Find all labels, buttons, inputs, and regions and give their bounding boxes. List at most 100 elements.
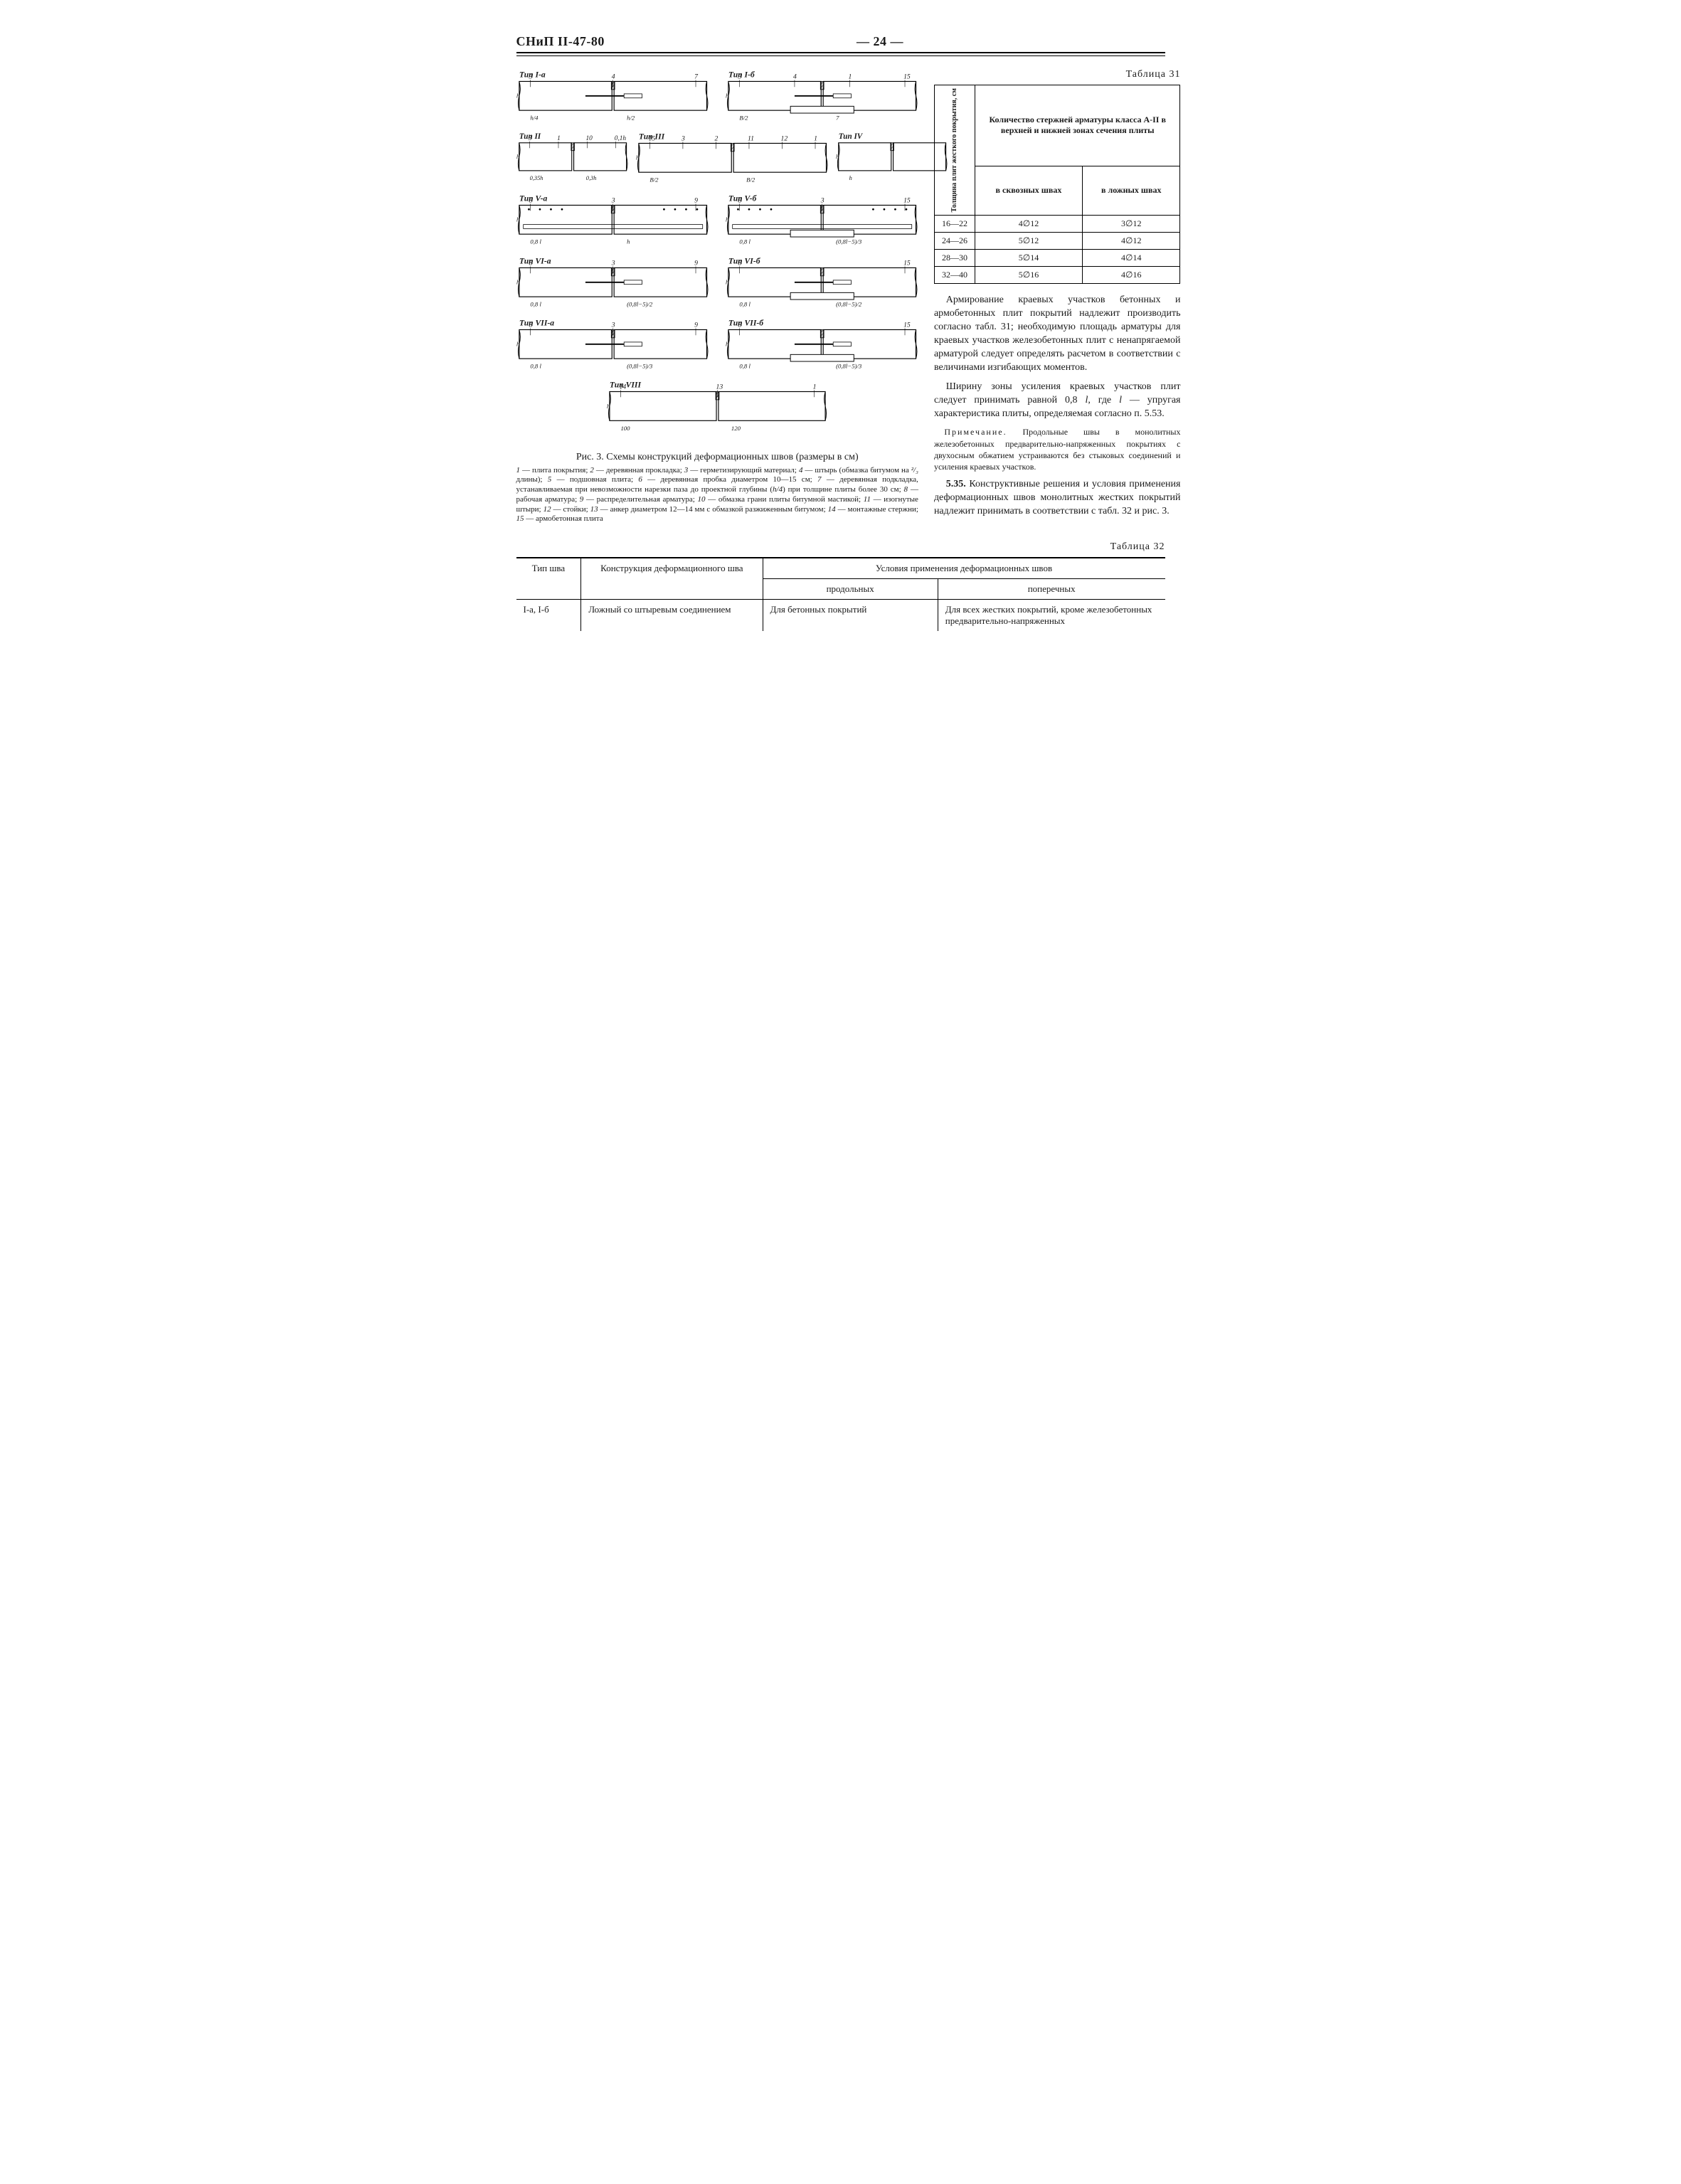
- t31-sub1: в сквозных швах: [975, 166, 1082, 216]
- diagram-panel: Тип VI-а8390,8 l(0,8l−5)/2h: [516, 255, 709, 317]
- svg-text:8: 8: [738, 259, 741, 267]
- body-text: Армирование краевых участков бетонных и …: [934, 294, 1181, 518]
- t31-row: 32—405∅164∅16: [934, 267, 1180, 284]
- svg-text:3: 3: [527, 135, 531, 142]
- page-header: СНиП II-47-80 — 24 — X: [516, 34, 1165, 49]
- t32-h-long: продольных: [763, 579, 938, 600]
- diagram-cell: Тип VIII14131100120h: [607, 379, 828, 441]
- svg-text:8: 8: [738, 197, 741, 205]
- diagram-cell: Тип IVhh: [836, 131, 948, 193]
- svg-text:10: 10: [585, 135, 593, 142]
- diagram-panel: Тип VIII14131100120h: [607, 379, 828, 441]
- svg-text:Тип V-а: Тип V-а: [519, 194, 547, 203]
- t31-row: 24—265∅124∅12: [934, 233, 1180, 250]
- page: СНиП II-47-80 — 24 — X Тип I-а347h/4h/2h…: [477, 0, 1205, 677]
- svg-text:7: 7: [836, 115, 839, 122]
- svg-text:(0,8l−5)/3: (0,8l−5)/3: [627, 363, 653, 370]
- svg-text:7: 7: [694, 73, 699, 81]
- svg-text:(0,8l−5)/3: (0,8l−5)/3: [836, 363, 862, 370]
- t32-r1-trans: Для всех жестких покрытий, кроме железоб…: [938, 600, 1165, 632]
- svg-text:B/2: B/2: [649, 176, 659, 184]
- svg-text:0,8 l: 0,8 l: [739, 363, 751, 370]
- t32-h-type: Тип шва: [516, 558, 581, 600]
- diagram-panel: Тип VII-а8390,8 l(0,8l−5)/3h: [516, 317, 709, 379]
- t31-cell: 5∅16: [975, 267, 1082, 284]
- page-number: — 24 —: [857, 34, 903, 49]
- svg-text:Тип IV: Тип IV: [839, 132, 864, 141]
- diagram-cell: Тип VI-б8150,8 l(0,8l−5)/2h: [726, 255, 918, 317]
- main-columns: Тип I-а347h/4h/2hТип I-б34115B/27hТип II…: [516, 69, 1165, 524]
- svg-text:h: h: [516, 154, 519, 160]
- para-535: 5.35. Конструктивные решения и условия п…: [934, 478, 1181, 519]
- svg-text:h: h: [636, 154, 639, 161]
- svg-text:0,1h: 0,1h: [614, 135, 626, 142]
- svg-text:9: 9: [694, 197, 698, 205]
- svg-text:4: 4: [793, 73, 797, 81]
- diagram-cell: Тип V-б83150,8 l(0,8l−5)/3h: [726, 193, 918, 255]
- svg-text:Тип I-б: Тип I-б: [728, 70, 755, 80]
- svg-text:B/2: B/2: [746, 176, 755, 184]
- svg-text:3: 3: [610, 322, 615, 329]
- t31-cell: 4∅14: [1083, 250, 1180, 267]
- svg-text:Тип V-б: Тип V-б: [728, 194, 757, 203]
- svg-text:h: h: [726, 278, 728, 285]
- svg-text:0,8 l: 0,8 l: [739, 238, 751, 245]
- t31-top-header: Количество стержней арматуры класса А-II…: [975, 85, 1180, 166]
- svg-text:8: 8: [738, 322, 741, 329]
- diagram-panel: Тип IVhh: [836, 131, 948, 191]
- note: Примечание. Продольные швы в монолитных …: [934, 426, 1181, 472]
- svg-text:h: h: [849, 175, 852, 181]
- diagram-panel: Тип V-б83150,8 l(0,8l−5)/3h: [726, 193, 918, 255]
- table32: Тип шва Конструкция деформационного шва …: [516, 557, 1165, 631]
- t32-h-trans: поперечных: [938, 579, 1165, 600]
- svg-text:1: 1: [812, 383, 816, 391]
- svg-text:h: h: [726, 216, 728, 223]
- svg-text:0,8 l: 0,8 l: [530, 363, 541, 370]
- svg-text:8: 8: [529, 197, 532, 205]
- diagram-panel: Тип VII-б8150,8 l(0,8l−5)/3h: [726, 317, 918, 379]
- header-rule: [516, 52, 1165, 56]
- svg-text:3: 3: [610, 259, 615, 267]
- t31-cell: 4∅16: [1083, 267, 1180, 284]
- svg-text:2: 2: [714, 135, 718, 143]
- svg-text:8: 8: [529, 259, 532, 267]
- t31-cell: 32—40: [934, 267, 975, 284]
- diagram-row: Тип V-а8390,8 lhhТип V-б83150,8 l(0,8l−5…: [516, 193, 918, 255]
- svg-text:9: 9: [694, 322, 698, 329]
- svg-text:Тип VI-б: Тип VI-б: [728, 256, 760, 265]
- svg-text:h/2: h/2: [627, 115, 635, 122]
- svg-text:0,8 l: 0,8 l: [530, 238, 541, 245]
- diagram-panel: Тип V-а8390,8 lhh: [516, 193, 709, 255]
- diagram-cell: Тип VII-а8390,8 l(0,8l−5)/3h: [516, 317, 709, 379]
- diagram-cell: Тип VII-б8150,8 l(0,8l−5)/3h: [726, 317, 918, 379]
- t31-row: 16—224∅123∅12: [934, 216, 1180, 233]
- svg-text:1: 1: [848, 73, 852, 81]
- svg-text:8: 8: [529, 322, 532, 329]
- diagram-cell: Тип V-а8390,8 lhh: [516, 193, 709, 255]
- table31-label: Таблица 31: [934, 69, 1181, 80]
- diagram-cell: Тип III153211121B/2B/2h: [636, 131, 829, 193]
- diagram-row: Тип I-а347h/4h/2hТип I-б34115B/27h: [516, 69, 918, 131]
- t31-cell: 24—26: [934, 233, 975, 250]
- text-column: Таблица 31 Толщина плит жесткого покрыти…: [934, 69, 1181, 524]
- svg-text:h: h: [516, 278, 519, 285]
- svg-text:h: h: [726, 92, 728, 100]
- svg-text:120: 120: [731, 425, 741, 432]
- diagram-panel: Тип VI-б8150,8 l(0,8l−5)/2h: [726, 255, 918, 317]
- svg-text:B/2: B/2: [739, 115, 748, 122]
- t31-cell: 28—30: [934, 250, 975, 267]
- diagram-row: Тип II31100,1h0,35h0,3hhТип III153211121…: [516, 131, 918, 193]
- table31: Толщина плит жесткого покрытия, см Колич…: [934, 85, 1181, 284]
- t31-cell: 5∅12: [975, 233, 1082, 250]
- diagram-panel: Тип II31100,1h0,35h0,3hh: [516, 131, 629, 191]
- svg-text:Тип VII-б: Тип VII-б: [728, 319, 763, 328]
- t31-cell: 3∅12: [1083, 216, 1180, 233]
- svg-text:15: 15: [903, 322, 911, 329]
- t31-cell: 4∅12: [1083, 233, 1180, 250]
- para-2: Ширину зоны усиления краевых участков пл…: [934, 381, 1181, 421]
- svg-text:3: 3: [681, 135, 685, 143]
- doc-code: СНиП II-47-80: [516, 34, 605, 49]
- svg-text:3: 3: [737, 73, 741, 81]
- diagram-cell: Тип I-б34115B/27h: [726, 69, 918, 131]
- svg-text:h: h: [516, 341, 519, 348]
